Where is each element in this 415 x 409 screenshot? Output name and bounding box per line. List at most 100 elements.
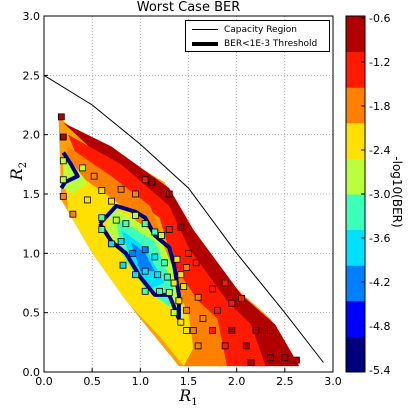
marker-7 (98, 187, 106, 194)
legend-item-capacity: Capacity Region (192, 23, 297, 36)
marker-67 (247, 359, 255, 366)
marker-68 (266, 354, 274, 362)
legend: Capacity Region BER<1E-3 Threshold (185, 20, 330, 52)
colorbar-segment-0 (346, 336, 365, 373)
colorbar-tick-label: -4.8 (369, 320, 390, 333)
marker-48 (194, 293, 202, 301)
marker-28 (129, 249, 137, 257)
marker-10 (98, 214, 106, 222)
marker-50 (221, 279, 229, 287)
colorbar-segment-9 (346, 16, 365, 53)
marker-58 (189, 327, 197, 334)
marker-52 (183, 306, 190, 314)
marker-51 (170, 309, 178, 317)
marker-0 (57, 113, 65, 121)
marker-57 (177, 318, 185, 326)
colorbar-segment-6 (346, 122, 365, 159)
marker-54 (213, 306, 221, 314)
colorbar-segment-1 (346, 300, 365, 337)
x-tick-label: 0.5 (83, 375, 101, 388)
marker-69 (281, 354, 289, 362)
colorbar-tick-label: -1.8 (369, 100, 390, 113)
marker-26 (108, 240, 115, 248)
marker-19 (122, 220, 130, 228)
x-axis-ticks: 0.0 0.5 1.0 1.5 2.0 2.5 3.0 (35, 368, 342, 388)
x-tick-label: 0.0 (35, 375, 53, 388)
colorbar-tick-label: -3.0 (369, 188, 390, 201)
marker-40 (177, 271, 185, 279)
marker-38 (163, 273, 171, 281)
x-tick-label: 3.0 (324, 375, 342, 388)
capacity-region (44, 74, 324, 363)
colorbar-tick-label: -5.4 (369, 364, 390, 377)
marker-22 (151, 228, 159, 236)
marker-60 (228, 327, 236, 334)
marker-37 (154, 271, 162, 279)
marker-30 (151, 253, 159, 261)
marker-61 (183, 327, 190, 334)
y-tick-label: 1.0 (23, 247, 41, 260)
marker-5 (79, 164, 86, 172)
marker-34 (119, 261, 127, 269)
marker-25 (177, 223, 185, 231)
x-tick-label: 2.5 (276, 375, 294, 388)
y-tick-label: 1.5 (23, 188, 41, 201)
marker-1 (59, 133, 67, 141)
y-tick-label: 0.5 (23, 307, 41, 320)
y-axis-label: R2 (6, 161, 30, 181)
marker-29 (141, 246, 149, 254)
marker-16 (165, 190, 173, 198)
marker-45 (165, 289, 173, 296)
marker-3 (59, 176, 67, 184)
marker-66 (266, 327, 274, 334)
marker-53 (199, 315, 207, 323)
marker-36 (141, 267, 149, 275)
x-tick-label: 2.0 (228, 375, 246, 388)
colorbar-segment-7 (346, 87, 365, 124)
marker-64 (242, 342, 250, 350)
marker-55 (228, 299, 236, 307)
marker-59 (209, 327, 216, 334)
colorbar-segment-3 (346, 229, 365, 266)
contour-band-8 (130, 241, 155, 272)
marker-65 (252, 327, 260, 334)
colorbar-segment-5 (346, 158, 365, 195)
colorbar-tick-label: -2.4 (369, 144, 390, 157)
colorbar-label: -log10(BER) (390, 156, 404, 228)
marker-39 (170, 279, 178, 287)
marker-33 (185, 249, 192, 257)
marker-27 (117, 238, 125, 245)
marker-11 (108, 197, 115, 205)
marker-56 (238, 295, 245, 302)
marker-13 (132, 190, 139, 198)
marker-32 (173, 255, 181, 263)
x-tick-label: 1.5 (180, 375, 198, 388)
marker-42 (192, 259, 200, 267)
colorbar: -0.6 -1.2 -1.8 -2.4 -3.0 -3.6 -4.2 -4.8 -5.4 (345, 12, 390, 377)
y-tick-label: 2.0 (23, 129, 41, 142)
marker-41 (183, 264, 190, 271)
threshold-contour-0 (59, 151, 80, 190)
marker-21 (141, 220, 149, 228)
contour-band-0 (63, 122, 300, 367)
marker-14 (141, 176, 149, 184)
marker-24 (165, 226, 173, 234)
x-axis-label: R1 (179, 386, 198, 409)
marker-17 (98, 226, 106, 234)
colorbar-tick-label: -0.6 (369, 12, 390, 25)
marker-49 (209, 285, 216, 293)
marker-12 (117, 185, 125, 193)
marker-20 (132, 211, 139, 219)
contour-band-3 (63, 164, 194, 367)
colorbar-segment-8 (346, 51, 365, 88)
marker-9 (83, 196, 91, 204)
colorbar-segment-4 (346, 194, 365, 231)
legend-line-thin (192, 29, 218, 30)
marker-46 (175, 297, 183, 305)
marker-2 (59, 157, 67, 165)
legend-line-thick (192, 41, 218, 46)
legend-label-threshold: BER<1E-3 Threshold (224, 38, 318, 49)
marker-31 (161, 259, 168, 267)
colorbar-tick-label: -4.2 (369, 276, 390, 289)
